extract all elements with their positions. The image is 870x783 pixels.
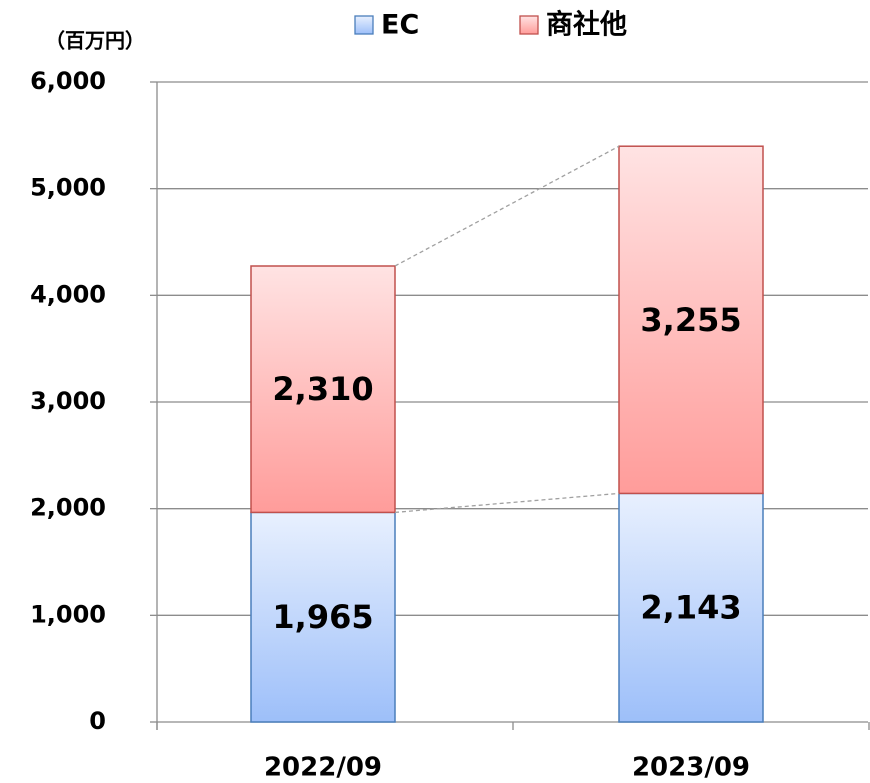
connector xyxy=(394,492,620,514)
x-tick-label: 2023/09 xyxy=(632,753,750,783)
y-tick-label: 4,000 xyxy=(30,280,106,308)
bar-segment xyxy=(618,145,764,495)
y-axis-label: （百万円） xyxy=(45,29,145,53)
x-tick-label: 2022/09 xyxy=(264,753,382,783)
value-label: 2,143 xyxy=(640,589,741,627)
value-label: 2,310 xyxy=(272,370,373,408)
value-label: 1,965 xyxy=(272,598,373,636)
y-tick-label: 2,000 xyxy=(30,494,106,522)
legend-label: EC xyxy=(381,10,419,41)
y-tick-label: 1,000 xyxy=(30,600,106,628)
legend-swatch xyxy=(354,15,374,35)
y-tick-label: 3,000 xyxy=(30,387,106,415)
legend-swatch xyxy=(519,15,539,35)
connector xyxy=(394,145,620,267)
legend-label: 商社他 xyxy=(546,9,627,41)
y-tick-label: 5,000 xyxy=(30,174,106,202)
bar-segment xyxy=(250,265,396,514)
y-tick-label: 6,000 xyxy=(30,67,106,95)
value-label: 3,255 xyxy=(640,301,741,339)
y-tick-label: 0 xyxy=(89,707,106,735)
